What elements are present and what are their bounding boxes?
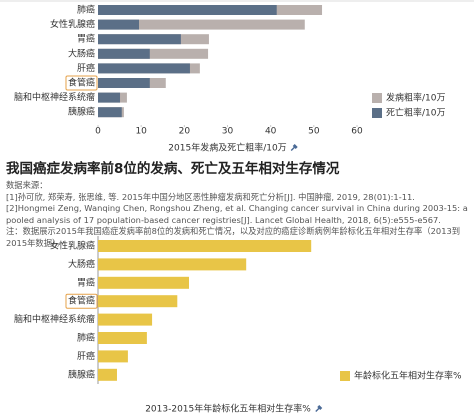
x-tick-label: 60 — [351, 127, 363, 137]
legend-swatch — [340, 371, 350, 381]
bar — [98, 78, 150, 88]
bar — [98, 295, 178, 308]
legend-label: 死亡粗率/10万 — [386, 107, 446, 119]
bar — [98, 19, 140, 30]
bar — [98, 92, 121, 103]
legend-label: 年龄标化五年相对生存率% — [354, 370, 462, 382]
reference: [1]孙可欣, 郑荣寿, 张思维, 等. 2015年中国分地区恶性肿瘤发病和死亡… — [6, 191, 415, 202]
bar — [98, 313, 153, 326]
y-tick-label: 胰腺癌 — [68, 368, 95, 380]
bar — [98, 48, 150, 59]
bar — [98, 350, 128, 363]
legend-swatch — [372, 108, 382, 118]
x-tick-label: 10 — [135, 127, 147, 137]
y-tick-label: 肺癌 — [77, 4, 95, 16]
pin-icon — [290, 144, 298, 151]
x-tick-label: 50 — [308, 127, 320, 137]
note: 注：数据展示2015年我国癌症发病率前8位的发病和死亡情况，以及对应的癌症诊断病… — [6, 226, 461, 248]
highlight-box — [65, 75, 98, 91]
y-tick-label: 胃癌 — [77, 276, 95, 288]
x-tick-label: 30 — [222, 127, 234, 137]
text-block: 我国癌症发病率前8位的发病、死亡及五年相对生存情况 数据来源： [1]孙可欣, … — [6, 160, 470, 249]
bar — [98, 240, 312, 252]
bar — [98, 368, 117, 381]
y-tick-label: 食管癌 — [68, 295, 95, 307]
x-tick-label: 40 — [265, 127, 277, 137]
x-tick-label: 20 — [179, 127, 191, 137]
y-tick-label: 胃癌 — [77, 33, 95, 45]
y-tick-label: 脑和中枢神经系统瘤 — [14, 91, 95, 103]
bar — [98, 332, 147, 344]
reference: [2]Hongmei Zeng, Wanqing Chen, Rongshou … — [6, 203, 468, 225]
legend-swatch — [372, 93, 382, 103]
y-tick-label: 女性乳腺癌 — [50, 18, 95, 30]
bar — [98, 34, 181, 45]
y-tick-label: 肝癌 — [77, 62, 95, 74]
bar — [98, 5, 277, 15]
title: 我国癌症发病率前8位的发病、死亡及五年相对生存情况 — [6, 161, 340, 177]
x-axis-title: 2013-2015年年龄标化五年相对生存率% — [145, 403, 311, 415]
x-axis-title: 2015年发病及死亡粗率/10万 — [168, 142, 286, 154]
x-tick-label: 0 — [95, 127, 101, 137]
bar — [98, 276, 189, 289]
bar — [98, 48, 209, 59]
bar — [98, 258, 247, 271]
pin-icon — [315, 405, 323, 412]
bar — [98, 63, 190, 74]
chart-top: 0 10 20 30 40 50 60 肺癌女性乳腺癌胃癌大肠癌肝癌食管癌脑和中枢神经系统瘤胰… — [0, 0, 474, 154]
y-tick-label: 肺癌 — [77, 332, 95, 344]
y-tick-label: 肝癌 — [77, 350, 95, 362]
bar — [98, 19, 305, 30]
legend-label: 发病粗率/10万 — [386, 92, 446, 104]
y-tick-label: 大肠癌 — [68, 47, 95, 59]
highlight-box — [65, 293, 98, 309]
y-tick-label: 胰腺癌 — [68, 106, 95, 118]
bar — [98, 107, 122, 118]
y-tick-label: 食管癌 — [68, 77, 95, 89]
y-tick-label: 脑和中枢神经系统瘤 — [14, 313, 95, 325]
y-tick-label: 大肠癌 — [68, 258, 95, 270]
source-label: 数据来源： — [6, 180, 48, 190]
y-tick-label: 女性乳腺癌 — [50, 240, 95, 252]
